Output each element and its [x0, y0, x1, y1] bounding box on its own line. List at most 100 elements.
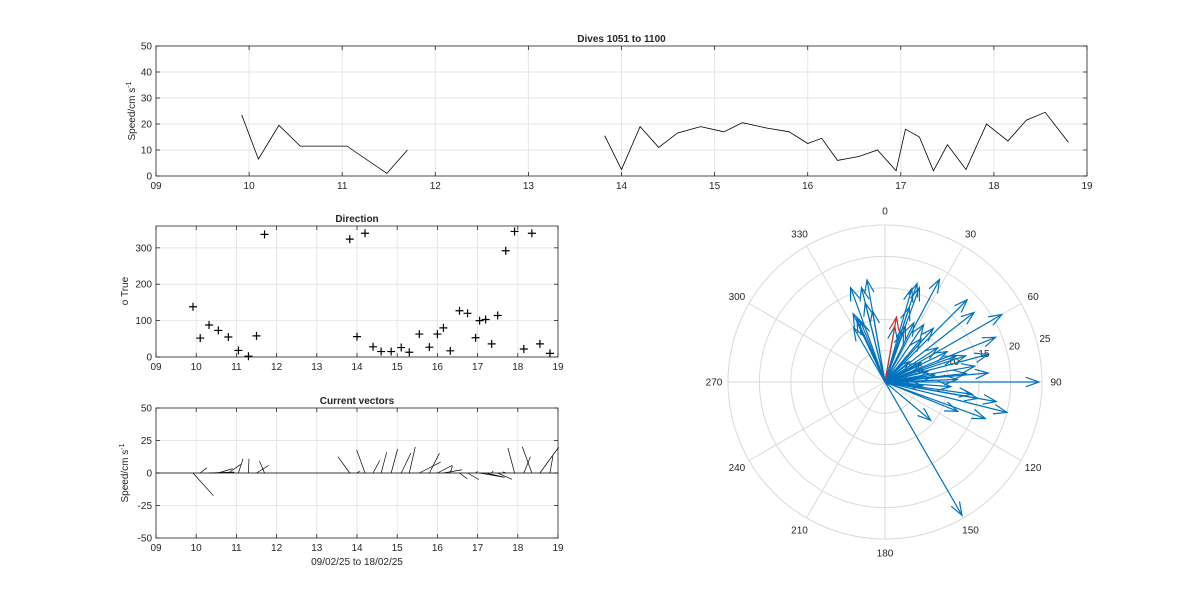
compass-arrow-head	[920, 326, 935, 342]
compass-arrow-head	[908, 361, 923, 373]
x-tick-label: 13	[311, 362, 323, 373]
compass-arrow	[884, 336, 996, 383]
compass-arrow-head	[850, 285, 861, 302]
current-vector-stick	[437, 465, 453, 474]
compass-arrow-head	[928, 277, 941, 294]
compass-arrow	[884, 381, 986, 420]
direction-point-marker	[481, 315, 490, 324]
current-vector-stick	[502, 471, 506, 474]
compass-arrow	[884, 381, 959, 412]
radial-tick-label: 20	[1009, 342, 1021, 353]
direction-point-marker	[425, 343, 434, 352]
compass-arrow-head	[941, 355, 958, 366]
x-tick-label: 11	[337, 181, 348, 192]
current-vector-stick	[356, 470, 360, 474]
current-vector-stick	[372, 460, 381, 474]
current-vector-stick	[337, 456, 351, 474]
compass-arrow-head	[987, 313, 1004, 326]
angle-tick-label: 270	[706, 378, 723, 389]
x-tick-label: 16	[432, 543, 444, 554]
direction-point-marker	[439, 323, 448, 332]
current-vector-stick	[259, 460, 265, 474]
current-vector-stick	[356, 449, 366, 474]
compass-arrow-head	[909, 285, 920, 302]
compass-arrow	[884, 322, 915, 383]
direction-point-marker	[463, 309, 472, 318]
x-tick-label: 16	[802, 181, 814, 192]
direction-point-marker	[446, 346, 455, 355]
current-vector-stick	[380, 452, 388, 474]
y-tick-label: 10	[141, 146, 153, 157]
angle-tick-label: 300	[729, 292, 746, 303]
angular-grid-spoke	[748, 381, 886, 461]
x-tick-label: 14	[351, 362, 363, 373]
compass-arrow	[852, 313, 886, 383]
y-tick-label: 25	[141, 436, 153, 447]
compass-arrow-head	[914, 369, 930, 380]
direction-point-marker	[415, 330, 424, 339]
x-tick-label: 17	[895, 181, 907, 192]
x-tick-label: 19	[1081, 181, 1093, 192]
x-tick-label: 12	[271, 543, 283, 554]
compass-arrow-head	[908, 337, 923, 353]
compass-arrow-head	[864, 278, 875, 294]
direction-point-marker	[196, 334, 205, 343]
chart-title: Direction	[335, 214, 378, 225]
y-tick-label: 50	[141, 404, 153, 415]
direction-point-marker	[244, 352, 253, 361]
compass-arrow-head	[974, 352, 990, 363]
current-vector-stick	[539, 447, 559, 474]
compass-arrow-head	[903, 321, 915, 337]
y-axis-label-superscript: -1	[126, 81, 133, 87]
compass-arrow-head	[943, 401, 960, 413]
compass-arrow-head	[960, 311, 976, 325]
current-vector-stick	[467, 472, 479, 480]
compass-arrow-head	[856, 317, 868, 333]
chart-title: Current vectors	[320, 396, 395, 407]
compass-mean-arrow-head	[888, 315, 900, 331]
compass-arrow	[884, 324, 925, 383]
direction-point-marker	[455, 306, 464, 315]
direction-point-marker	[471, 333, 480, 342]
x-tick-label: 17	[472, 362, 484, 373]
compass-arrow-head	[974, 368, 990, 380]
direction-point-marker	[493, 311, 502, 320]
direction-point-marker	[475, 316, 484, 325]
direction-point-marker	[387, 347, 396, 356]
compass-arrow-head	[982, 394, 999, 405]
y-tick-label: -50	[138, 534, 153, 545]
compass-arrow	[884, 381, 923, 387]
direction-point-marker	[224, 332, 233, 341]
x-tick-label: 15	[392, 362, 404, 373]
x-tick-label: 18	[512, 362, 524, 373]
current-vector-stick	[419, 461, 441, 474]
direction-point-marker	[345, 235, 354, 244]
current-vector-stick	[218, 468, 233, 474]
current-vector-stick	[497, 472, 513, 480]
current-vector-stick	[228, 464, 241, 474]
compass-arrow-head	[852, 312, 864, 328]
compass-arrow-head	[893, 330, 904, 346]
direction-point-marker	[369, 342, 378, 351]
direction-point-marker	[361, 229, 370, 238]
y-tick-label: 0	[146, 172, 152, 183]
compass-arrow	[850, 287, 886, 383]
angular-grid-spoke	[884, 381, 1022, 461]
angle-tick-label: 30	[965, 229, 977, 240]
y-tick-label: 0	[146, 469, 152, 480]
compass-arrow	[884, 299, 968, 383]
angular-grid-spoke	[806, 381, 886, 519]
direction-point-marker	[234, 346, 243, 355]
x-tick-label: 17	[472, 543, 484, 554]
y-tick-label: 300	[135, 243, 152, 254]
x-tick-label: 09	[150, 543, 162, 554]
angular-grid-spoke	[748, 303, 886, 383]
x-tick-label: 12	[271, 362, 283, 373]
compass-arrow	[884, 347, 938, 383]
compass-arrow-head	[992, 404, 1009, 415]
compass-arrow-head	[958, 387, 974, 398]
y-axis-label-superscript: -1	[119, 443, 126, 449]
angle-tick-label: 0	[882, 207, 888, 218]
direction-scatter-chart: 09 10 11 12 13 14 15 16 17 18 19 0 100 200 300 Directio…	[120, 214, 564, 373]
speed-series-line	[604, 111, 1069, 172]
